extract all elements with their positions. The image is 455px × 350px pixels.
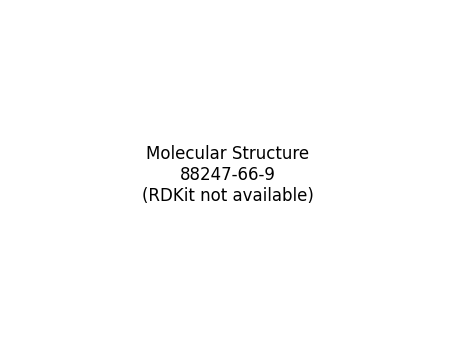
Text: Molecular Structure
88247-66-9
(RDKit not available): Molecular Structure 88247-66-9 (RDKit no… bbox=[142, 145, 313, 205]
